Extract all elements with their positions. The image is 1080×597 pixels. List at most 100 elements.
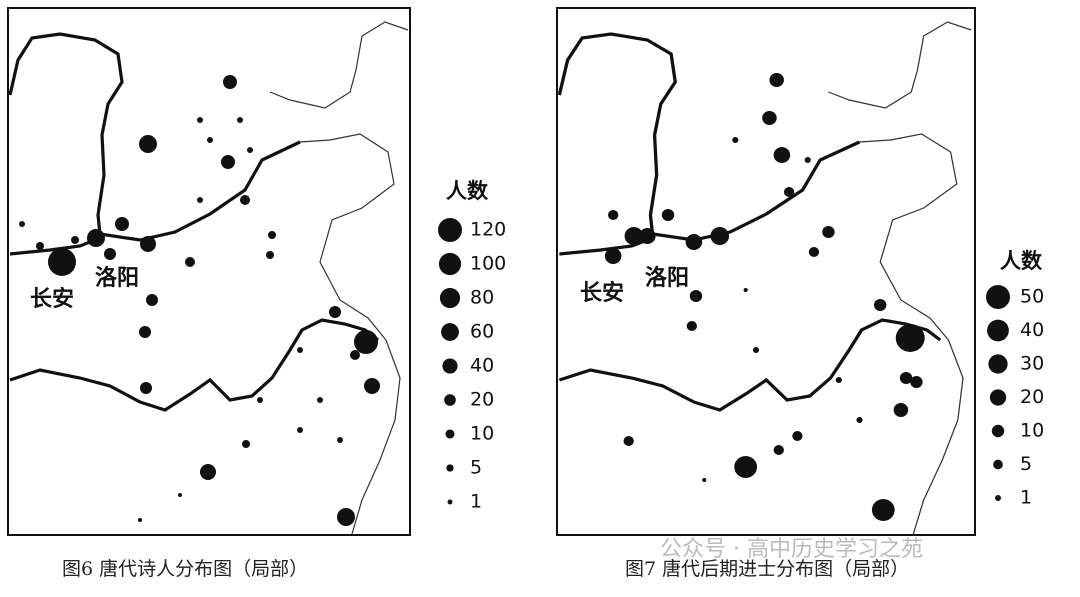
site-dot	[257, 397, 263, 403]
map	[557, 21, 972, 535]
site-dot	[140, 236, 156, 252]
river	[557, 32, 861, 242]
site-dot	[769, 73, 784, 87]
site-dot	[364, 378, 380, 394]
site-dot	[899, 372, 913, 384]
site-dot	[48, 248, 76, 276]
legend-symbol	[444, 394, 456, 406]
river	[9, 318, 379, 412]
coastline	[299, 133, 401, 535]
site-dot	[200, 464, 216, 480]
site-dot	[732, 137, 739, 143]
site-dot	[207, 137, 213, 143]
site-dot	[329, 306, 341, 318]
site-dot	[337, 508, 355, 526]
site-dot	[743, 288, 748, 292]
site-dot	[36, 242, 44, 250]
legend-symbol	[988, 354, 1008, 374]
site-dot	[689, 290, 703, 302]
site-dot	[71, 236, 79, 244]
site-dot	[237, 117, 243, 123]
legend-label: 50	[1020, 286, 1044, 308]
legend-label: 1	[1020, 487, 1032, 509]
site-dot	[247, 147, 253, 153]
legend-symbol	[989, 389, 1007, 406]
legend-label: 120	[470, 219, 506, 241]
site-dot	[138, 518, 142, 522]
site-dot	[607, 210, 619, 220]
site-dot	[835, 377, 842, 383]
legend-symbol	[441, 323, 459, 341]
site-dot	[317, 397, 323, 403]
site-dot	[686, 321, 698, 331]
site-dot	[146, 294, 158, 306]
legend-label: 10	[470, 423, 494, 445]
site-dot	[197, 197, 203, 203]
map-frame	[7, 7, 411, 536]
city-label: 长安	[30, 286, 74, 312]
site-dot	[624, 227, 644, 245]
legend-symbol	[442, 358, 458, 374]
legend-title: 人数	[446, 179, 489, 203]
site-dot	[773, 445, 784, 455]
legend-label: 40	[470, 355, 494, 377]
site-dot	[337, 437, 343, 443]
site-dot	[178, 493, 182, 497]
river	[8, 32, 301, 242]
site-dot	[710, 227, 730, 245]
legend-label: 40	[1020, 319, 1044, 341]
legend-label: 5	[1020, 453, 1032, 475]
site-dot	[734, 456, 758, 478]
legend-symbol	[986, 285, 1010, 309]
city-label: 长安	[580, 280, 624, 306]
legend-symbol	[995, 495, 1001, 501]
site-dot	[661, 209, 675, 221]
site-dot	[223, 75, 237, 89]
site-dot	[685, 234, 703, 250]
site-dot	[804, 157, 811, 163]
legend-label: 1	[470, 491, 482, 513]
site-dot	[197, 117, 203, 123]
site-dot	[702, 478, 707, 482]
site-dot	[873, 299, 887, 311]
site-dot	[87, 229, 105, 247]
site-dot	[185, 257, 195, 267]
site-dot	[139, 135, 157, 153]
legend-label: 80	[470, 287, 494, 309]
site-dot	[623, 436, 634, 446]
site-dot	[242, 440, 250, 448]
coastline	[269, 21, 409, 109]
site-dot	[354, 330, 378, 354]
site-dot	[350, 350, 360, 360]
legend-symbol	[445, 429, 455, 439]
site-dot	[762, 111, 777, 125]
site-dot	[639, 228, 656, 244]
legend-label: 30	[1020, 353, 1044, 375]
site-dot	[856, 417, 863, 423]
coastline	[828, 21, 972, 109]
legend-symbol	[446, 464, 454, 472]
legend-symbol	[987, 319, 1009, 342]
legend-symbol	[993, 459, 1003, 470]
city-label: 洛阳	[645, 265, 689, 291]
river	[558, 318, 942, 412]
legend-label: 20	[470, 389, 494, 411]
watermark: 公众号 · 高中历史学习之苑	[660, 537, 923, 562]
site-dot	[139, 326, 151, 338]
site-dot	[297, 347, 303, 353]
site-dot	[240, 195, 250, 205]
site-dot	[783, 187, 795, 197]
city-label: 洛阳	[95, 265, 139, 291]
caption: 图6 唐代诗人分布图（局部）	[62, 558, 308, 580]
site-dot	[297, 427, 303, 433]
site-dot	[822, 226, 835, 238]
coastline	[859, 133, 964, 535]
legend-label: 5	[470, 457, 482, 479]
site-dot	[19, 221, 25, 227]
caption: 图7 唐代后期进士分布图（局部）	[625, 558, 909, 580]
legend-symbol	[439, 287, 461, 309]
site-dot	[773, 147, 791, 163]
site-dot	[104, 248, 116, 260]
site-dot	[115, 217, 129, 231]
